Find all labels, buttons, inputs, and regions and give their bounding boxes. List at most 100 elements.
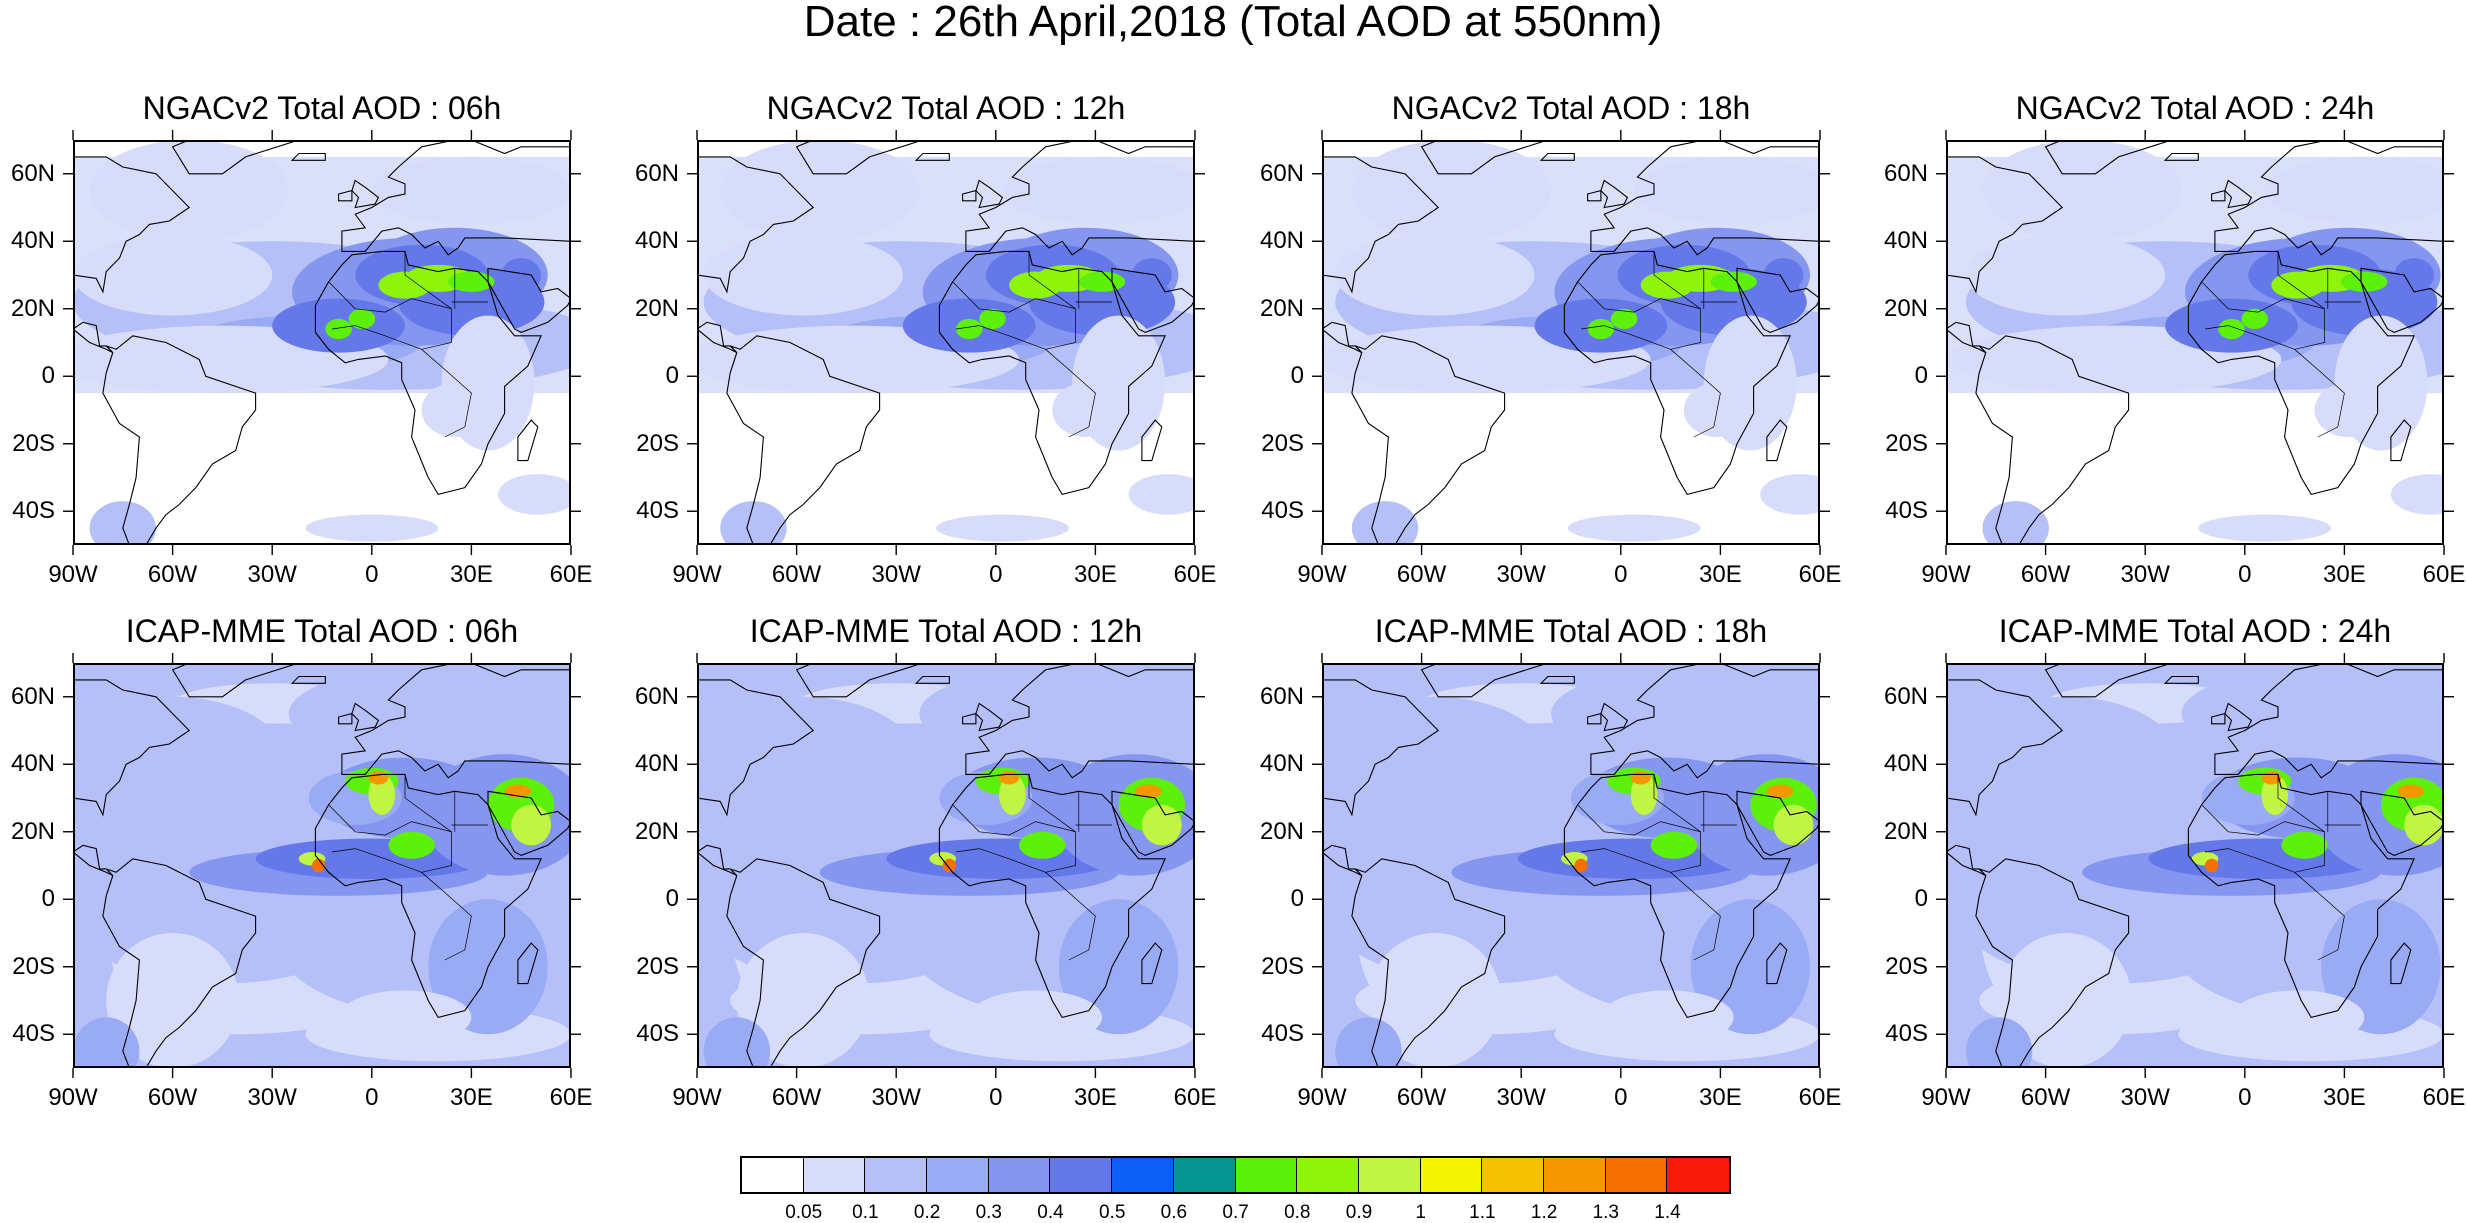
lon-label: 60E <box>2422 1084 2466 1111</box>
coastline-madagascar <box>2390 419 2412 462</box>
aod-map-panel <box>73 140 571 545</box>
aod-region <box>919 666 1193 761</box>
colorbar-label: 0.1 <box>852 1202 879 1223</box>
colorbar-swatch <box>742 1158 804 1192</box>
aod-region <box>288 666 569 761</box>
lat-label: 60N <box>634 682 679 710</box>
aod-region <box>1019 831 1066 859</box>
coastline-northAmerica <box>699 156 815 294</box>
lon-label: 60W <box>2020 561 2071 588</box>
lat-label: 20S <box>1261 429 1304 457</box>
coastline-greenland <box>1420 142 1544 175</box>
aod-field <box>699 665 1193 1066</box>
country-border <box>328 281 452 350</box>
colorbar-label: 0.5 <box>1098 1202 1126 1223</box>
lon-label: 30E <box>2323 561 2366 588</box>
lon-label: 30W <box>2120 1084 2170 1111</box>
coastline-centralAm <box>1948 321 1987 354</box>
lon-label: 60E <box>1173 561 1217 588</box>
coastline-northAmerica <box>75 679 191 817</box>
colorbar-swatch <box>927 1158 989 1192</box>
aod-field <box>699 142 1193 543</box>
coastline-northAmerica <box>1948 679 2064 817</box>
coastline-ireland <box>1587 189 1602 202</box>
lon-label: 0 <box>989 561 1003 588</box>
lat-label: 20S <box>1261 952 1304 980</box>
colorbar-swatch <box>803 1158 866 1192</box>
lat-label: 20S <box>1885 952 1928 980</box>
coastline-northAmerica <box>1324 156 1440 294</box>
coastline-africa <box>1563 773 1791 1019</box>
aod-field <box>75 665 569 1066</box>
lon-label: 90W <box>672 1084 722 1111</box>
aod-region <box>1982 501 2049 543</box>
country-border <box>1577 804 1701 873</box>
coastline-southAmerica <box>1975 335 2130 543</box>
country-border <box>2201 281 2325 350</box>
country-border <box>1045 349 1096 438</box>
country-border <box>2277 774 2325 833</box>
aod-region <box>1773 804 1814 846</box>
coastline-arabia <box>2360 790 2442 857</box>
coastline-greenland <box>795 142 919 175</box>
axis-ticks <box>1312 130 1830 555</box>
aod-region <box>1002 156 1193 225</box>
colorbar-label: 0.05 <box>785 1202 823 1223</box>
lat-label: 20N <box>10 294 55 322</box>
lon-label: 30W <box>2120 561 2170 588</box>
panel-title: NGACv2 Total AOD : 06h <box>142 90 502 126</box>
coastline-europe <box>1590 665 1818 779</box>
coastline-britain <box>2224 179 2253 209</box>
lat-label: 0 <box>665 362 679 390</box>
coastline-ireland <box>2211 189 2226 202</box>
coastline-madagascar <box>2390 942 2412 985</box>
lat-label: 40N <box>1883 750 1928 778</box>
coastline-europe <box>965 665 1193 779</box>
axis-ticks <box>1936 130 2454 555</box>
figure-title: Date : 26th April,2018 (Total AOD at 550… <box>803 0 1663 46</box>
coastline-europe <box>341 665 569 779</box>
lon-label: 0 <box>989 1084 1003 1111</box>
aod-region <box>2218 318 2245 340</box>
axis-ticks <box>63 653 581 1078</box>
colorbar-label: 0.7 <box>1222 1202 1249 1223</box>
panel-title: NGACv2 Total AOD : 18h <box>1391 90 1751 126</box>
lat-label: 40N <box>1259 750 1304 778</box>
coastline-africa <box>938 773 1166 1019</box>
country-border <box>1577 281 1701 350</box>
colorbar-label: 1.1 <box>1469 1202 1496 1223</box>
coastline-madagascar <box>1766 942 1788 985</box>
coastline-southAmerica <box>726 858 881 1066</box>
aod-field <box>1324 665 1818 1066</box>
coastline-ireland <box>962 712 977 725</box>
aod-region <box>1335 1017 1402 1066</box>
coastline-greenland <box>1420 665 1544 698</box>
coastline-africa <box>2187 773 2415 1019</box>
colorbar-label: 1.3 <box>1592 1202 1619 1223</box>
aod-region <box>2321 899 2441 1035</box>
aod-region <box>703 234 903 316</box>
country-border <box>952 281 1076 350</box>
colorbar-label: 1.4 <box>1654 1202 1681 1223</box>
lat-label: 40S <box>1261 497 1304 525</box>
aod-map-panel <box>1322 663 1820 1068</box>
aod-region <box>736 933 870 1066</box>
aod-region <box>371 156 569 225</box>
coastline-europe <box>1590 142 1818 256</box>
lon-label: 30E <box>450 561 493 588</box>
coastline-africa <box>2187 250 2415 496</box>
coastline-madagascar <box>1766 419 1788 462</box>
lon-label: 60E <box>549 561 593 588</box>
coastline-greenland <box>171 665 295 698</box>
aod-region <box>2397 784 2425 798</box>
lon-label: 30E <box>1074 561 1117 588</box>
lon-label: 90W <box>1297 1084 1347 1111</box>
country-border <box>1670 349 1721 438</box>
panel-title: ICAP-MME Total AOD : 06h <box>125 613 519 649</box>
coastline-ireland <box>962 189 977 202</box>
panel-title: ICAP-MME Total AOD : 18h <box>1374 613 1768 649</box>
coastline-madagascar <box>1141 942 1163 985</box>
coastline-africa <box>314 250 542 496</box>
lon-label: 30W <box>871 1084 921 1111</box>
aod-region <box>1760 474 1818 515</box>
